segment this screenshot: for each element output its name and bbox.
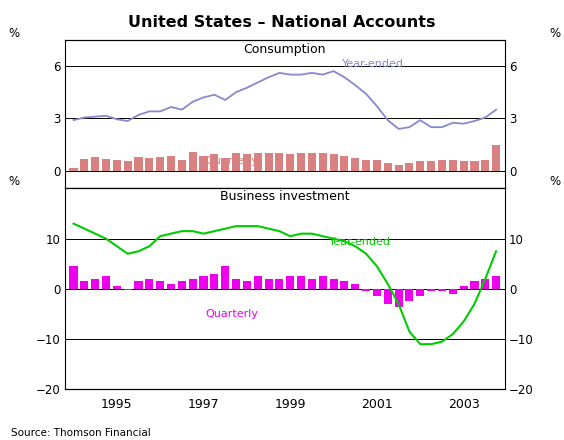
Bar: [319, 276, 327, 289]
Bar: [286, 276, 294, 289]
Text: Quarterly: Quarterly: [205, 309, 258, 319]
Bar: [156, 157, 164, 171]
Bar: [481, 279, 490, 289]
Bar: [156, 282, 164, 289]
Bar: [188, 279, 197, 289]
Bar: [232, 154, 240, 171]
Text: Year-ended: Year-ended: [342, 59, 404, 69]
Bar: [91, 279, 99, 289]
Text: Year-ended: Year-ended: [329, 237, 391, 247]
Bar: [221, 158, 230, 171]
Bar: [384, 163, 392, 171]
Bar: [438, 160, 446, 171]
Bar: [297, 153, 305, 171]
Bar: [308, 279, 316, 289]
Bar: [362, 160, 370, 171]
Bar: [406, 163, 413, 171]
Bar: [384, 289, 392, 304]
Text: %: %: [8, 176, 20, 188]
Bar: [470, 282, 478, 289]
Bar: [481, 160, 490, 171]
Bar: [69, 169, 78, 171]
Bar: [340, 156, 349, 171]
Bar: [492, 276, 500, 289]
Text: Quarterly: Quarterly: [205, 156, 258, 166]
Bar: [351, 158, 359, 171]
Bar: [113, 286, 121, 289]
Bar: [340, 282, 349, 289]
Bar: [210, 274, 218, 289]
Bar: [416, 161, 424, 171]
Bar: [188, 152, 197, 171]
Bar: [124, 289, 132, 290]
Bar: [265, 153, 272, 171]
Bar: [178, 282, 186, 289]
Bar: [134, 282, 143, 289]
Bar: [286, 154, 294, 171]
Bar: [243, 282, 251, 289]
Bar: [254, 153, 262, 171]
Bar: [308, 153, 316, 171]
Bar: [91, 157, 99, 171]
Bar: [221, 266, 230, 289]
Bar: [102, 276, 110, 289]
Bar: [265, 279, 272, 289]
Bar: [427, 161, 435, 171]
Text: United States – National Accounts: United States – National Accounts: [128, 15, 436, 30]
Bar: [200, 156, 208, 171]
Bar: [146, 279, 153, 289]
Bar: [102, 159, 110, 171]
Bar: [449, 160, 457, 171]
Text: Source: Thomson Financial: Source: Thomson Financial: [11, 428, 151, 438]
Bar: [243, 154, 251, 171]
Bar: [297, 276, 305, 289]
Text: %: %: [8, 26, 20, 40]
Bar: [69, 266, 78, 289]
Bar: [329, 279, 338, 289]
Bar: [80, 159, 89, 171]
Bar: [351, 284, 359, 289]
Text: Business investment: Business investment: [220, 191, 350, 203]
Text: %: %: [550, 26, 561, 40]
Bar: [406, 289, 413, 301]
Bar: [319, 153, 327, 171]
Bar: [254, 276, 262, 289]
Bar: [416, 289, 424, 297]
Bar: [134, 157, 143, 171]
Bar: [167, 156, 175, 171]
Bar: [492, 145, 500, 171]
Bar: [373, 289, 381, 297]
Bar: [178, 160, 186, 171]
Bar: [460, 286, 468, 289]
Bar: [373, 160, 381, 171]
Bar: [210, 154, 218, 171]
Bar: [232, 279, 240, 289]
Bar: [460, 161, 468, 171]
Bar: [167, 284, 175, 289]
Text: %: %: [550, 176, 561, 188]
Bar: [80, 282, 89, 289]
Bar: [395, 165, 403, 171]
Bar: [124, 161, 132, 171]
Bar: [395, 289, 403, 307]
Bar: [470, 161, 478, 171]
Bar: [200, 276, 208, 289]
Bar: [362, 289, 370, 291]
Bar: [275, 153, 284, 171]
Bar: [427, 289, 435, 291]
Bar: [329, 154, 338, 171]
Bar: [113, 160, 121, 171]
Bar: [438, 289, 446, 291]
Bar: [449, 289, 457, 294]
Text: Consumption: Consumption: [244, 43, 326, 55]
Bar: [146, 158, 153, 171]
Bar: [275, 279, 284, 289]
